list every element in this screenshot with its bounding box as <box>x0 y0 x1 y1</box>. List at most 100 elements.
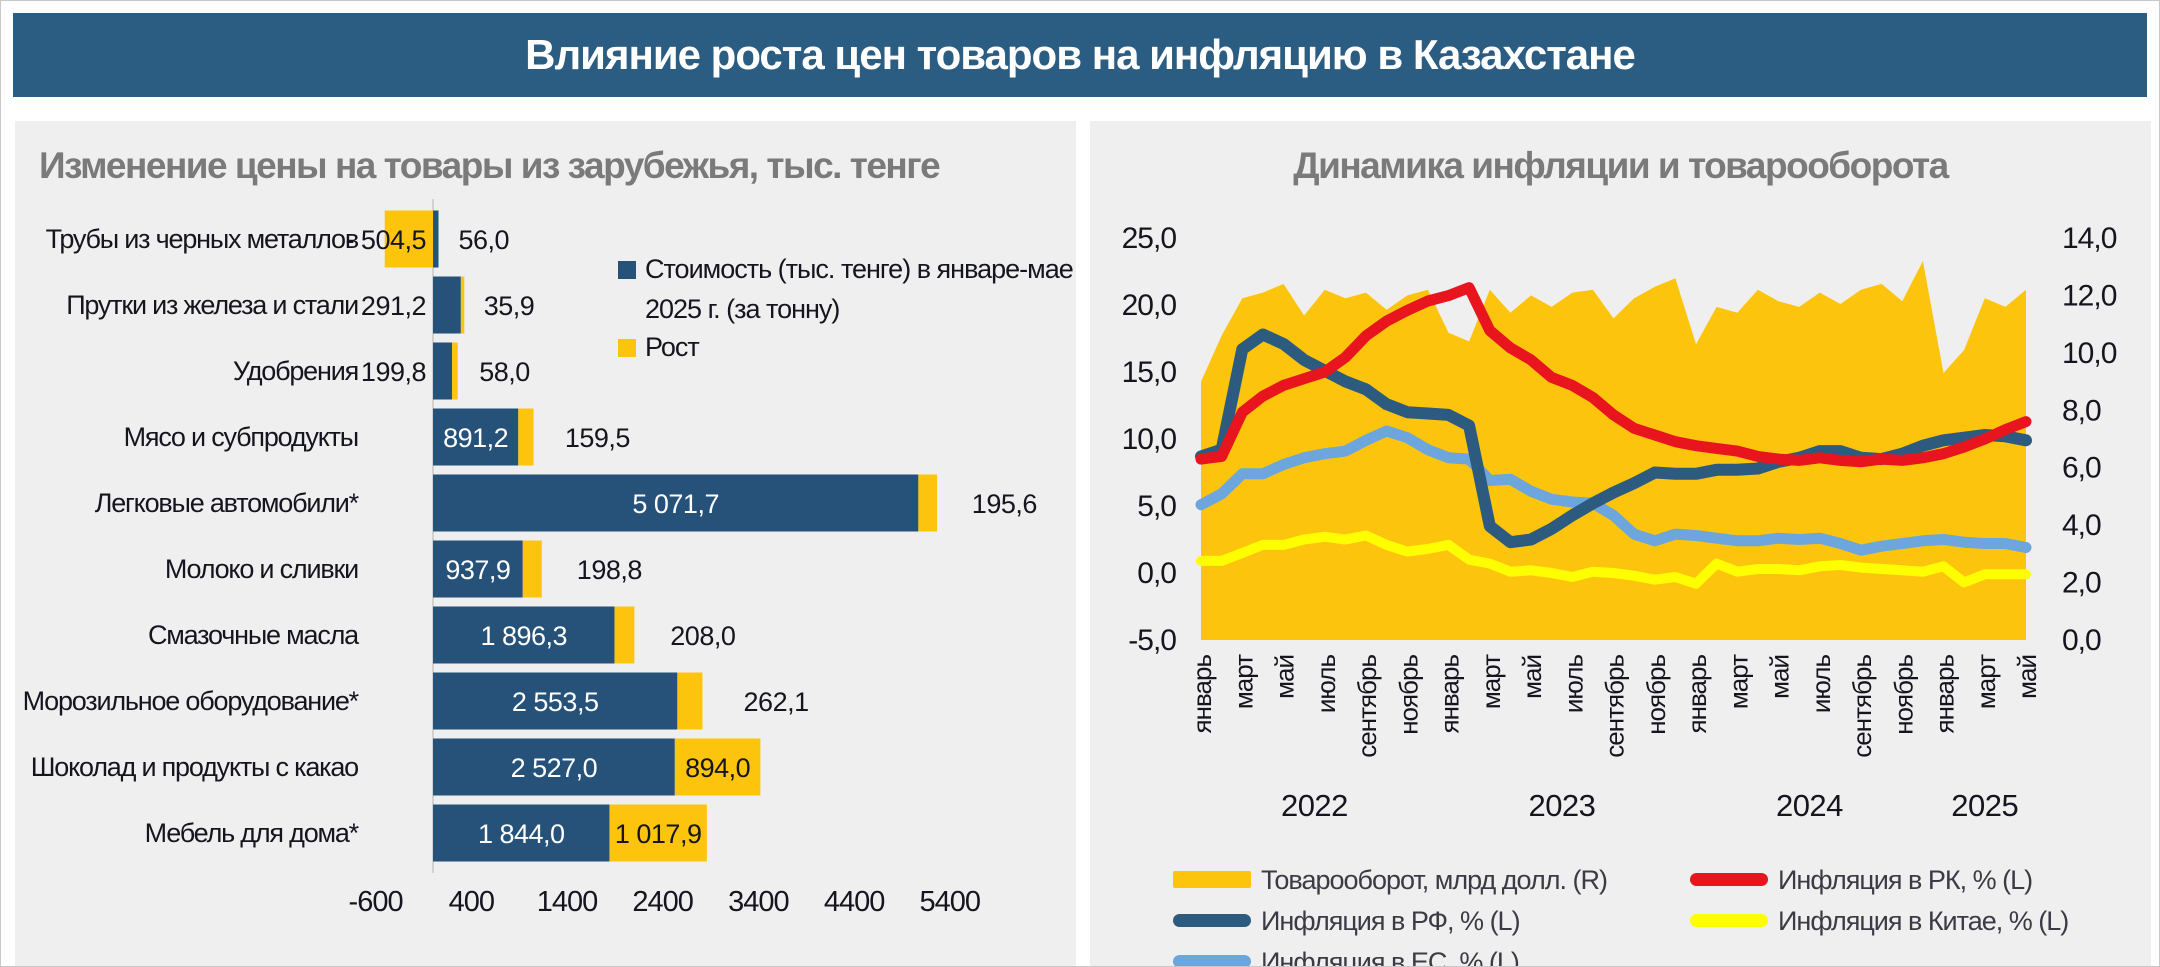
line-inflation-kz <box>1195 282 2032 468</box>
x-axis-tick: 2400 <box>632 886 693 918</box>
bar-cost-label: 1 896,3 <box>480 621 567 651</box>
x-axis-tick: -600 <box>349 886 403 918</box>
bar-growth <box>384 210 433 268</box>
bar-cost-label: 5 071,7 <box>632 489 719 519</box>
area-turnover <box>1201 261 2026 640</box>
line-chart-svg: 25,0 20,0 15,0 10,0 5,0 0,0 -5,0 14,0 12,0 10,0 8,… <box>1122 222 2118 966</box>
bar-cost-label: 291,2 <box>361 291 426 321</box>
x-axis-tick: 5400 <box>920 886 981 918</box>
bar-cost-label: 199,8 <box>361 357 426 387</box>
legend-swatch <box>1173 914 1251 927</box>
month-label: май <box>1765 655 1795 699</box>
bar-growth-label: 208,0 <box>670 621 735 651</box>
year-label: 2024 <box>1776 788 1843 823</box>
month-label: сентябрь <box>1600 655 1630 758</box>
year-label: 2023 <box>1528 788 1595 823</box>
bar-growth-label: 195,6 <box>972 489 1037 519</box>
month-label: июль <box>1311 655 1341 714</box>
bar-cost <box>433 210 439 268</box>
bar-growth <box>609 804 707 862</box>
legend-cost-label-line1: Стоимость (тыс. тенге) в январе-мае <box>645 254 1073 284</box>
bar-category-label: Молоко и сливки <box>165 554 358 584</box>
x-axis-tick: 3400 <box>728 886 789 918</box>
bar-cost <box>433 738 675 796</box>
bar-growth-label: 35,9 <box>484 291 535 321</box>
bar-category-label: Удобрения <box>233 356 358 386</box>
bar-growth <box>677 672 703 730</box>
bar-category-label: Смазочные масла <box>148 620 360 650</box>
bar-growth-label: 1 017,9 <box>615 819 702 849</box>
x-axis-tick: 1400 <box>537 886 598 918</box>
right-axis-tick: 14,0 <box>2062 222 2117 255</box>
left-axis-tick: 25,0 <box>1122 222 1177 255</box>
bar-growth-label: 894,0 <box>685 753 750 783</box>
bar-cost-label: 1 844,0 <box>478 819 565 849</box>
bar-cost <box>433 408 519 466</box>
legend-swatch <box>1690 873 1768 886</box>
bar-cost <box>433 672 678 730</box>
bar-growth-label: 262,1 <box>744 687 809 717</box>
month-label: март <box>1971 654 2001 709</box>
bar-cost-label: 891,2 <box>443 423 508 453</box>
bar-cost <box>433 276 461 334</box>
bar-growth <box>614 606 635 664</box>
bar-category-label: Прутки из железа и стали <box>66 290 358 320</box>
month-label: ноябрь <box>1888 655 1918 735</box>
bar-cost-label: 56,0 <box>459 225 510 255</box>
month-label: июль <box>1806 655 1836 714</box>
bar-cost <box>433 540 523 598</box>
bar-category-label: Трубы из черных металлов <box>46 224 359 254</box>
right-axis-tick: 0,0 <box>2062 624 2101 657</box>
bar-growth-label: - 504,5 <box>345 225 426 255</box>
bar-chart-svg: Трубы из черных металлов 56,0 - 504,5 Прутк… <box>23 199 1074 918</box>
month-label: март <box>1228 654 1258 709</box>
line-inflation-eu <box>1195 425 2032 556</box>
bar-cost <box>433 342 453 400</box>
year-label: 2022 <box>1281 788 1348 823</box>
month-label: сентябрь <box>1352 655 1382 758</box>
x-axis-tick: 400 <box>449 886 494 918</box>
right-axis-tick: 4,0 <box>2062 509 2101 542</box>
month-label: январь <box>1187 655 1217 734</box>
left-axis-tick: 10,0 <box>1122 423 1177 456</box>
legend-label: Товарооборот, млрд долл. (R) <box>1261 865 1607 895</box>
line-inflation-cn <box>1196 530 2031 589</box>
legend-label: Инфляция в Китае, % (L) <box>1778 906 2068 936</box>
month-label: январь <box>1682 655 1712 734</box>
month-label: сентябрь <box>1847 655 1877 758</box>
bar-growth <box>452 342 458 400</box>
month-label: март <box>1476 654 1506 709</box>
banner: Влияние роста цен товаров на инфляцию в … <box>13 13 2147 97</box>
left-axis-tick: 20,0 <box>1122 289 1177 322</box>
left-axis-tick: -5,0 <box>1128 624 1176 657</box>
right-axis-tick: 8,0 <box>2062 394 2101 427</box>
bar-cost-label: 937,9 <box>445 555 510 585</box>
month-label: май <box>1270 655 1300 699</box>
right-axis-tick: 6,0 <box>2062 452 2101 485</box>
left-axis-tick: 5,0 <box>1137 490 1176 523</box>
legend-swatch <box>1173 955 1251 966</box>
bar-growth <box>518 408 534 466</box>
bar-category-label: Шоколад и продукты с какао <box>31 752 358 782</box>
legend-cost-swatch <box>618 261 636 279</box>
bar-growth <box>522 540 542 598</box>
month-label: май <box>2012 655 2042 699</box>
bar-growth <box>674 738 761 796</box>
bar-category-label: Мясо и субпродукты <box>124 422 358 452</box>
month-label: июль <box>1558 655 1588 714</box>
month-label: ноябрь <box>1393 655 1423 735</box>
month-label: март <box>1723 654 1753 709</box>
right-axis-tick: 12,0 <box>2062 279 2117 312</box>
bar-category-label: Морозильное оборудование* <box>23 686 360 716</box>
right-chart-title: Динамика инфляции и товарооборота <box>1293 145 1949 186</box>
imported-goods-price-panel: Изменение цены на товары из зарубежья, т… <box>15 121 1076 966</box>
left-axis-tick: 0,0 <box>1137 557 1176 590</box>
bar-growth-label: 198,8 <box>577 555 642 585</box>
month-label: май <box>1517 655 1547 699</box>
x-axis-tick: 4400 <box>824 886 885 918</box>
bar-category-label: Легковые автомобили* <box>95 488 360 518</box>
legend-label: Инфляция в РК, % (L) <box>1778 865 2032 895</box>
bar-growth-label: 58,0 <box>479 357 530 387</box>
bar-cost <box>433 474 919 532</box>
